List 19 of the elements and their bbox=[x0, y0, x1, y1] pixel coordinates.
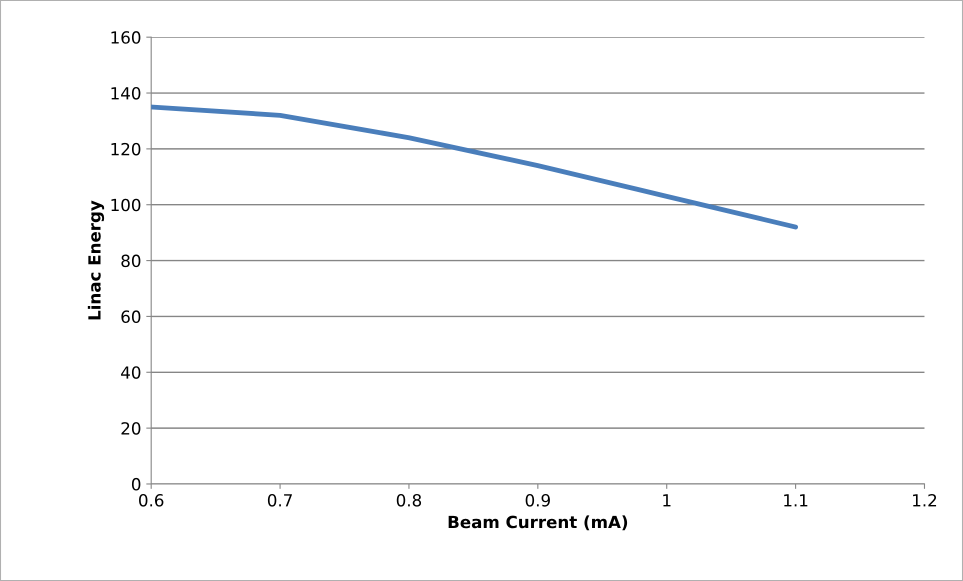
y-tick-label: 100 bbox=[111, 198, 140, 212]
x-tick-label: 0.6 bbox=[139, 494, 164, 507]
y-tick-label: 0 bbox=[132, 478, 140, 491]
x-tick-label: 0.9 bbox=[526, 494, 550, 507]
y-tick-label: 20 bbox=[121, 422, 140, 435]
x-tick-label: 0.8 bbox=[396, 494, 422, 507]
x-tick-label: 0.7 bbox=[268, 494, 292, 507]
y-tick-label: 40 bbox=[121, 366, 140, 379]
y-tick-label: 160 bbox=[111, 31, 140, 44]
y-tick-label: 140 bbox=[111, 86, 140, 100]
y-tick-label: 60 bbox=[121, 310, 140, 323]
x-tick-label: 1.2 bbox=[913, 494, 936, 506]
x-tick-label: 1.1 bbox=[784, 494, 808, 506]
y-tick-label: 80 bbox=[121, 254, 140, 268]
y-axis-title: Linac Energy bbox=[88, 200, 104, 320]
y-tick-label: 120 bbox=[111, 142, 140, 156]
x-tick-label: 1 bbox=[663, 494, 670, 506]
x-axis-title: Beam Current (mA) bbox=[448, 515, 628, 530]
line-series bbox=[151, 104, 798, 230]
